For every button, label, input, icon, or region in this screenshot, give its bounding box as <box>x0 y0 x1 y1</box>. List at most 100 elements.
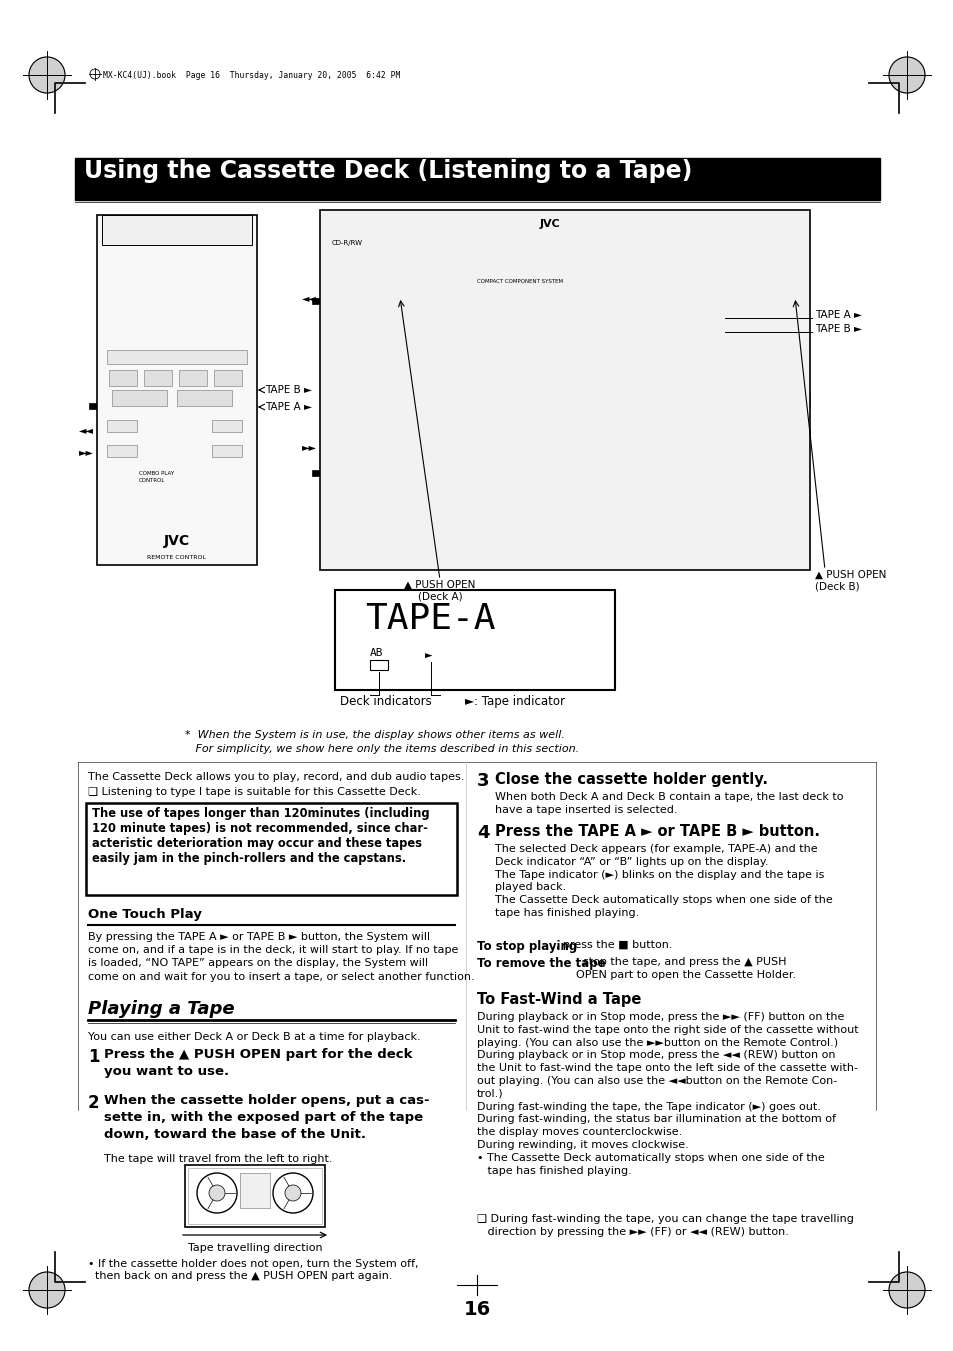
Bar <box>144 370 172 386</box>
Bar <box>418 444 455 461</box>
Bar <box>188 1169 322 1224</box>
Bar <box>142 520 170 532</box>
Text: *  When the System is in use, the display shows other items as well.: * When the System is in use, the display… <box>185 730 564 740</box>
Text: ❑ Listening to type I tape is suitable for this Cassette Deck.: ❑ Listening to type I tape is suitable f… <box>88 788 420 797</box>
Bar <box>102 215 252 245</box>
Text: When both Deck A and Deck B contain a tape, the last deck to
have a tape inserte: When both Deck A and Deck B contain a ta… <box>495 792 842 815</box>
Bar <box>177 520 205 532</box>
Circle shape <box>181 320 201 340</box>
Text: TAPE A ►: TAPE A ► <box>265 403 312 412</box>
Bar <box>376 444 413 461</box>
Bar <box>325 215 804 276</box>
Bar <box>335 303 724 343</box>
Bar <box>544 444 580 461</box>
Bar <box>330 442 740 463</box>
Text: ►: ► <box>424 650 432 663</box>
Circle shape <box>147 407 203 463</box>
Bar <box>97 215 256 565</box>
Bar <box>213 370 242 386</box>
Text: TAPE B ►: TAPE B ► <box>265 385 312 394</box>
Text: The Cassette Deck allows you to play, record, and dub audio tapes.: The Cassette Deck allows you to play, re… <box>88 771 464 782</box>
Text: Playing a Tape: Playing a Tape <box>88 1000 234 1019</box>
Text: ◄◄: ◄◄ <box>79 426 94 435</box>
Circle shape <box>181 259 201 280</box>
Circle shape <box>285 1185 301 1201</box>
Bar <box>330 238 450 267</box>
Circle shape <box>29 57 65 93</box>
Text: You can use either Deck A or Deck B at a time for playback.: You can use either Deck A or Deck B at a… <box>88 1032 420 1042</box>
Circle shape <box>90 69 100 78</box>
Text: ►►: ►► <box>302 442 316 453</box>
Bar <box>450 218 649 236</box>
Text: Close the cassette holder gently.: Close the cassette holder gently. <box>495 771 767 788</box>
Bar <box>179 370 207 386</box>
Text: Press the TAPE A ► or TAPE B ► button.: Press the TAPE A ► or TAPE B ► button. <box>495 824 820 839</box>
Bar <box>330 299 740 349</box>
Bar <box>89 403 97 409</box>
Bar <box>240 1173 270 1208</box>
Circle shape <box>210 488 233 512</box>
Text: Using the Cassette Deck (Listening to a Tape): Using the Cassette Deck (Listening to a … <box>84 159 692 182</box>
Circle shape <box>709 355 800 444</box>
Text: , stop the tape, and press the ▲ PUSH
OPEN part to open the Cassette Holder.: , stop the tape, and press the ▲ PUSH OP… <box>576 957 796 979</box>
Bar <box>398 412 424 432</box>
Text: The use of tapes longer than 120minutes (including
120 minute tapes) is not reco: The use of tapes longer than 120minutes … <box>91 807 429 865</box>
Text: • If the cassette holder does not open, turn the System off,
  then back on and : • If the cassette holder does not open, … <box>88 1259 418 1281</box>
Bar <box>212 420 242 432</box>
Text: To stop playing: To stop playing <box>476 940 577 952</box>
Text: To remove the tape: To remove the tape <box>476 957 605 970</box>
Text: MX-KC4(UJ).book  Page 16  Thursday, January 20, 2005  6:42 PM: MX-KC4(UJ).book Page 16 Thursday, Januar… <box>103 70 400 80</box>
Bar <box>335 357 724 397</box>
Circle shape <box>196 1173 236 1213</box>
Bar <box>495 412 520 432</box>
Circle shape <box>165 426 185 444</box>
Bar <box>107 420 137 432</box>
Text: JVC: JVC <box>164 534 190 549</box>
Circle shape <box>209 1185 225 1201</box>
Bar <box>319 209 809 570</box>
Circle shape <box>742 388 766 412</box>
Text: The tape will travel from the left to right.: The tape will travel from the left to ri… <box>104 1154 333 1165</box>
Bar <box>367 412 393 432</box>
Text: The selected Deck appears (for example, TAPE-A) and the
Deck indicator “A” or “B: The selected Deck appears (for example, … <box>495 844 832 917</box>
Bar <box>212 520 240 532</box>
Bar <box>107 520 135 532</box>
Text: , press the ■ button.: , press the ■ button. <box>556 940 672 950</box>
Text: CD-R/RW: CD-R/RW <box>332 240 363 246</box>
Bar <box>185 1165 325 1227</box>
Text: 4: 4 <box>476 824 489 842</box>
Circle shape <box>700 345 809 455</box>
Text: To Fast-Wind a Tape: To Fast-Wind a Tape <box>476 992 640 1006</box>
Bar <box>212 444 242 457</box>
Bar <box>586 444 622 461</box>
Text: REMOTE CONTROL: REMOTE CONTROL <box>148 555 206 561</box>
Text: When the cassette holder opens, put a cas-
sette in, with the exposed part of th: When the cassette holder opens, put a ca… <box>104 1094 429 1142</box>
Bar <box>431 412 456 432</box>
Bar <box>330 408 530 438</box>
Text: For simplicity, we show here only the items described in this section.: For simplicity, we show here only the it… <box>185 744 578 754</box>
Circle shape <box>143 320 163 340</box>
Text: ▲ PUSH OPEN
(Deck B): ▲ PUSH OPEN (Deck B) <box>814 570 885 592</box>
Circle shape <box>105 290 125 309</box>
Bar <box>339 540 780 562</box>
Bar <box>335 444 371 461</box>
Bar <box>325 278 804 295</box>
Bar <box>335 590 615 690</box>
Bar <box>502 444 538 461</box>
Text: 2: 2 <box>88 1094 99 1112</box>
Circle shape <box>143 259 163 280</box>
Circle shape <box>181 290 201 309</box>
Bar <box>330 467 740 486</box>
Text: ❑ During fast-winding the tape, you can change the tape travelling
   direction : ❑ During fast-winding the tape, you can … <box>476 1215 853 1236</box>
Text: Press the ▲ PUSH OPEN part for the deck
you want to use.: Press the ▲ PUSH OPEN part for the deck … <box>104 1048 412 1078</box>
Text: JVC: JVC <box>539 219 559 230</box>
Text: Deck indicators: Deck indicators <box>339 694 432 708</box>
Text: TAPE B ►: TAPE B ► <box>814 324 862 334</box>
Text: One Touch Play: One Touch Play <box>88 908 202 921</box>
Text: TAPE-A: TAPE-A <box>365 603 495 636</box>
Circle shape <box>888 57 924 93</box>
Bar <box>107 444 137 457</box>
Text: SURROUND TRANSMISSION: SURROUND TRANSMISSION <box>109 351 175 357</box>
Text: Tape travelling direction: Tape travelling direction <box>188 1243 322 1252</box>
Bar <box>112 390 167 407</box>
